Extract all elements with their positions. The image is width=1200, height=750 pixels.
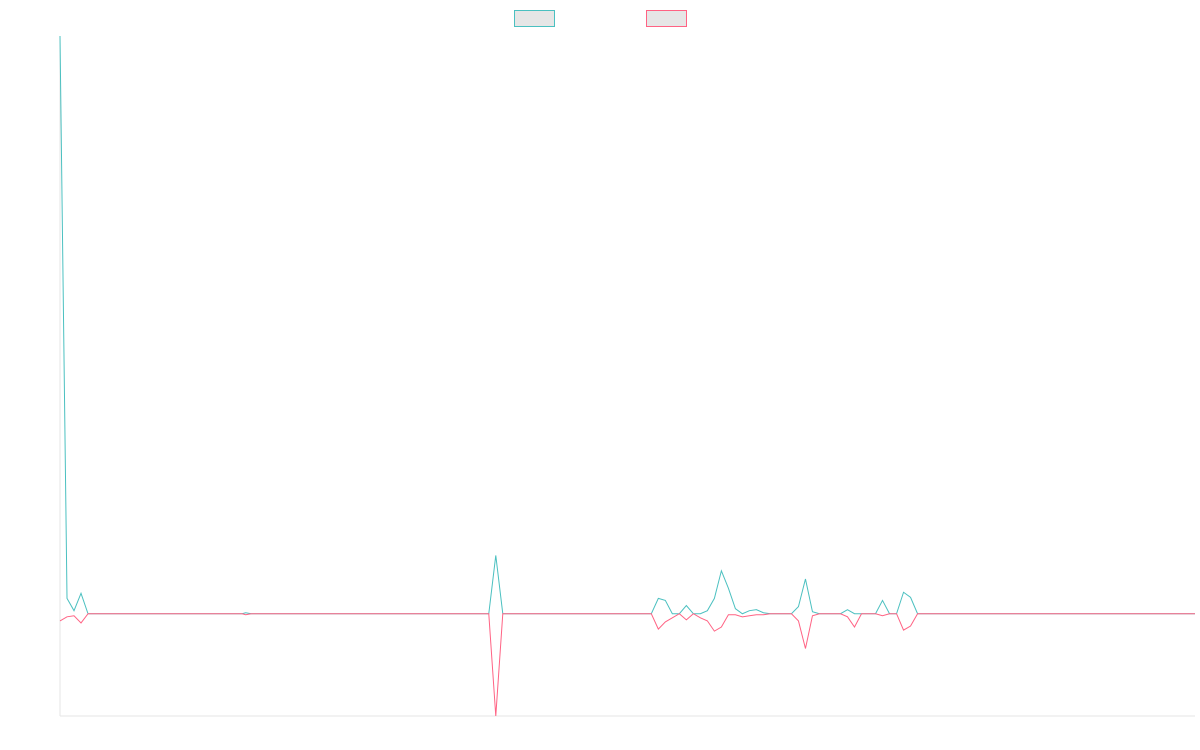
axes: [59, 36, 1195, 717]
legend-swatch-series-1[interactable]: [514, 10, 555, 27]
series-1-line: [59, 35, 1195, 615]
series-layer: [59, 35, 1195, 717]
legend: [514, 10, 687, 27]
series-2-line: [59, 613, 1195, 717]
legend-swatch-series-2[interactable]: [646, 10, 687, 27]
